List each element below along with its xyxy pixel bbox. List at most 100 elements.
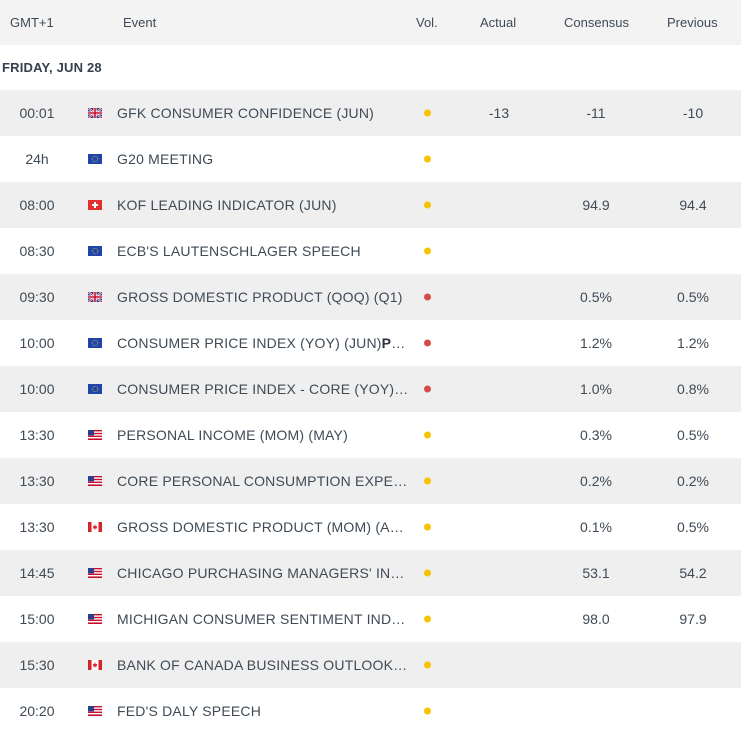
table-row[interactable]: 15:00 MICHIGAN CONSUMER SENTIMENT INDEX.… (0, 596, 741, 642)
table-row[interactable]: 20:20 FED'S DALY SPEECH (0, 688, 741, 734)
eu-flag-icon (88, 384, 102, 394)
volatility-medium-icon (424, 477, 431, 485)
event-time: 09:30 (19, 289, 55, 305)
event-time: 13:30 (19, 427, 55, 443)
volatility-medium-icon (424, 247, 431, 255)
timezone-header[interactable]: GMT+1 (10, 15, 54, 30)
event-name[interactable]: GROSS DOMESTIC PRODUCT (MOM) (APR) (117, 519, 409, 535)
table-row[interactable]: 13:30 CORE PERSONAL CONSUMPTION EXPEND..… (0, 458, 741, 504)
previous-value: 1.2% (677, 335, 709, 351)
ca-flag-icon (88, 660, 102, 670)
event-name[interactable]: KOF LEADING INDICATOR (JUN) (117, 197, 409, 213)
table-row[interactable]: 00:01 GFK CONSUMER CONFIDENCE (JUN) -13 -1… (0, 90, 741, 136)
us-flag-icon (88, 706, 102, 716)
us-flag-icon (88, 614, 102, 624)
consensus-value: 0.5% (580, 289, 612, 305)
table-row[interactable]: 13:30 GROSS DOMESTIC PRODUCT (MOM) (APR)… (0, 504, 741, 550)
event-time: 24h (25, 151, 49, 167)
event-title[interactable]: GROSS DOMESTIC PRODUCT (MOM) (APR) (117, 519, 409, 535)
actual-value: -13 (488, 105, 510, 121)
previous-value: 97.9 (679, 611, 707, 627)
table-row[interactable]: 10:00 CONSUMER PRICE INDEX - CORE (YOY) … (0, 366, 741, 412)
event-name[interactable]: FED'S DALY SPEECH (117, 703, 409, 719)
event-time: 08:30 (19, 243, 55, 259)
table-row[interactable]: 09:30 GROSS DOMESTIC PRODUCT (QOQ) (Q1) 0… (0, 274, 741, 320)
event-name[interactable]: G20 MEETING (117, 151, 409, 167)
event-name[interactable]: GROSS DOMESTIC PRODUCT (QOQ) (Q1) (117, 289, 409, 305)
gb-flag-icon (88, 292, 102, 302)
event-title[interactable]: MICHIGAN CONSUMER SENTIMENT INDEX... (117, 611, 409, 627)
actual-header: Actual (480, 15, 517, 30)
event-time: 10:00 (19, 381, 55, 397)
volatility-medium-icon (424, 201, 431, 209)
event-time: 00:01 (19, 105, 55, 121)
consensus-value: 0.3% (580, 427, 612, 443)
event-title[interactable]: PERSONAL INCOME (MOM) (MAY) (117, 427, 348, 443)
event-title[interactable]: GROSS DOMESTIC PRODUCT (QOQ) (Q1) (117, 289, 403, 305)
event-name[interactable]: CONSUMER PRICE INDEX (YOY) (JUN)Prel... (117, 335, 409, 351)
table-row[interactable]: 08:30 ECB'S LAUTENSCHLAGER SPEECH (0, 228, 741, 274)
volatility-header: Vol. (416, 15, 438, 30)
volatility-medium-icon (424, 615, 431, 623)
event-name[interactable]: CONSUMER PRICE INDEX - CORE (YOY) (J... (117, 381, 409, 397)
consensus-value: 0.2% (580, 473, 612, 489)
table-row[interactable]: 13:30 PERSONAL INCOME (MOM) (MAY) 0.3% 0.5… (0, 412, 741, 458)
event-title[interactable]: FED'S DALY SPEECH (117, 703, 262, 719)
event-name[interactable]: GFK CONSUMER CONFIDENCE (JUN) (117, 105, 409, 121)
event-title[interactable]: KOF LEADING INDICATOR (JUN) (117, 197, 337, 213)
volatility-high-icon (424, 339, 431, 347)
previous-value: 0.5% (677, 519, 709, 535)
previous-value: 0.5% (677, 427, 709, 443)
volatility-high-icon (424, 385, 431, 393)
event-title[interactable]: G20 MEETING (117, 151, 214, 167)
consensus-value: 0.1% (580, 519, 612, 535)
event-title[interactable]: GFK CONSUMER CONFIDENCE (JUN) (117, 105, 375, 121)
consensus-value: 98.0 (582, 611, 610, 627)
event-time: 10:00 (19, 335, 55, 351)
previous-header: Previous (667, 15, 718, 30)
previous-value: -10 (682, 105, 704, 121)
table-row[interactable]: 24h G20 MEETING (0, 136, 741, 182)
event-name[interactable]: CORE PERSONAL CONSUMPTION EXPEND... (117, 473, 409, 489)
consensus-value: 53.1 (582, 565, 610, 581)
volatility-medium-icon (424, 155, 431, 163)
event-title[interactable]: CONSUMER PRICE INDEX (YOY) (JUN) (117, 335, 382, 351)
us-flag-icon (88, 568, 102, 578)
volatility-medium-icon (424, 707, 431, 715)
date-group-header: FRIDAY, JUN 28 (0, 45, 741, 90)
volatility-medium-icon (424, 109, 431, 117)
consensus-header: Consensus (564, 15, 630, 30)
event-time: 13:30 (19, 473, 55, 489)
event-name[interactable]: PERSONAL INCOME (MOM) (MAY) (117, 427, 409, 443)
consensus-value: 1.2% (580, 335, 612, 351)
event-title[interactable]: BANK OF CANADA BUSINESS OUTLOOK S... (117, 657, 409, 673)
table-row[interactable]: 15:30 BANK OF CANADA BUSINESS OUTLOOK S.… (0, 642, 741, 688)
volatility-medium-icon (424, 661, 431, 669)
event-name[interactable]: ECB'S LAUTENSCHLAGER SPEECH (117, 243, 409, 259)
eu-flag-icon (88, 246, 102, 256)
table-row[interactable]: 10:00 CONSUMER PRICE INDEX (YOY) (JUN)Pr… (0, 320, 741, 366)
date-label: FRIDAY, JUN 28 (2, 60, 102, 75)
event-time: 08:00 (19, 197, 55, 213)
event-time: 14:45 (19, 565, 55, 581)
us-flag-icon (88, 430, 102, 440)
event-title[interactable]: CHICAGO PURCHASING MANAGERS' INDE... (117, 565, 409, 581)
event-name[interactable]: BANK OF CANADA BUSINESS OUTLOOK S... (117, 657, 409, 673)
ca-flag-icon (88, 522, 102, 532)
eu-flag-icon (88, 154, 102, 164)
previous-value: 54.2 (679, 565, 707, 581)
event-time: 13:30 (19, 519, 55, 535)
table-row[interactable]: 08:00 KOF LEADING INDICATOR (JUN) 94.9 94.… (0, 182, 741, 228)
event-header: Event (123, 15, 157, 30)
gb-flag-icon (88, 108, 102, 118)
event-name[interactable]: MICHIGAN CONSUMER SENTIMENT INDEX... (117, 611, 409, 627)
previous-value: 0.8% (677, 381, 709, 397)
volatility-medium-icon (424, 569, 431, 577)
table-row[interactable]: 14:45 CHICAGO PURCHASING MANAGERS' INDE.… (0, 550, 741, 596)
ch-flag-icon (88, 200, 102, 210)
event-title[interactable]: CORE PERSONAL CONSUMPTION EXPEND... (117, 473, 409, 489)
event-title[interactable]: CONSUMER PRICE INDEX - CORE (YOY) (J... (117, 381, 409, 397)
event-name[interactable]: CHICAGO PURCHASING MANAGERS' INDE... (117, 565, 409, 581)
eu-flag-icon (88, 338, 102, 348)
event-title[interactable]: ECB'S LAUTENSCHLAGER SPEECH (117, 243, 361, 259)
